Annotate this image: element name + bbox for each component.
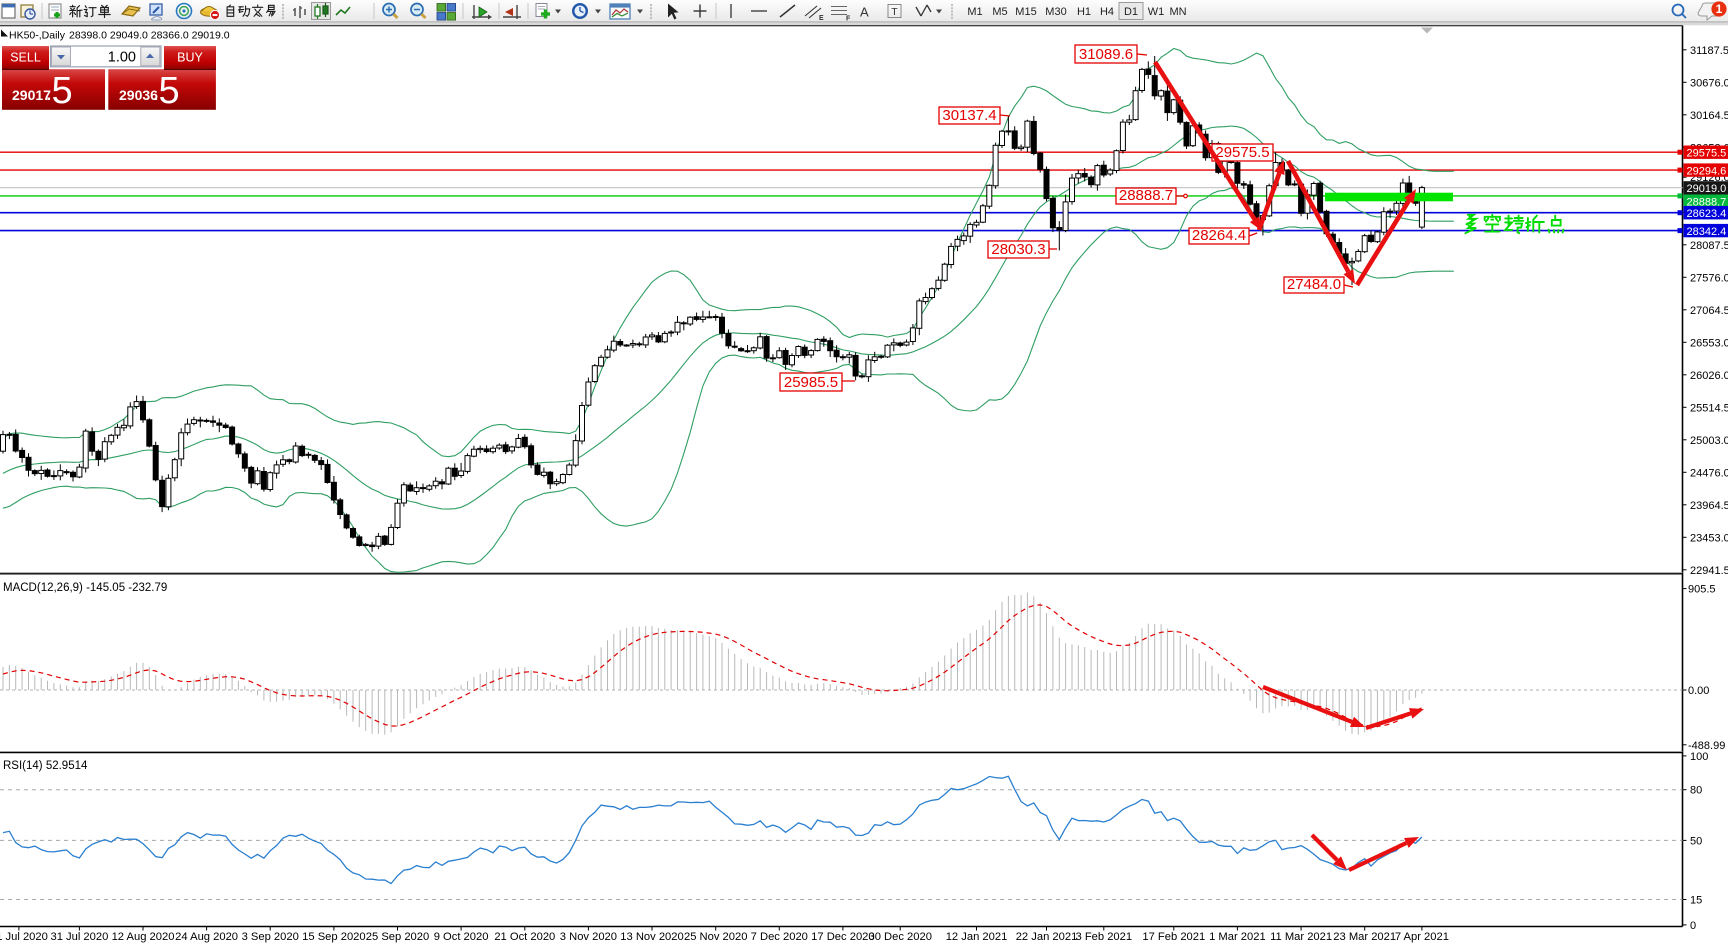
- svg-text:26026.0: 26026.0: [1690, 370, 1728, 382]
- svg-text:28342.4: 28342.4: [1687, 226, 1727, 238]
- svg-text:1.00: 1.00: [108, 50, 136, 66]
- svg-text:MN: MN: [1169, 6, 1186, 18]
- svg-text:11 Mar 2021: 11 Mar 2021: [1270, 931, 1332, 943]
- svg-text:30137.4: 30137.4: [942, 107, 996, 124]
- svg-text:21 Oct 2020: 21 Oct 2020: [494, 931, 555, 943]
- svg-text:29017: 29017: [12, 87, 51, 103]
- svg-text:25 Nov 2020: 25 Nov 2020: [684, 931, 747, 943]
- svg-text:.: .: [47, 85, 52, 104]
- svg-text:3 Sep 2020: 3 Sep 2020: [242, 931, 299, 943]
- svg-text:15 Sep 2020: 15 Sep 2020: [302, 931, 365, 943]
- svg-text:29575.5: 29575.5: [1215, 144, 1269, 161]
- svg-text:D1: D1: [1124, 6, 1138, 18]
- svg-text:5: 5: [52, 70, 73, 112]
- svg-text:T: T: [891, 6, 898, 18]
- svg-text:29294.6: 29294.6: [1687, 165, 1727, 177]
- svg-text:12 Aug 2020: 12 Aug 2020: [112, 931, 175, 943]
- svg-text:30 Dec 2020: 30 Dec 2020: [868, 931, 931, 943]
- svg-text:905.5: 905.5: [1688, 584, 1716, 596]
- svg-text:30676.0: 30676.0: [1690, 77, 1728, 89]
- svg-text:27484.0: 27484.0: [1287, 276, 1341, 293]
- svg-text:-488.99: -488.99: [1688, 740, 1725, 752]
- svg-text:M5: M5: [992, 6, 1007, 18]
- svg-text:28264.4: 28264.4: [1192, 227, 1246, 244]
- svg-text:HK50-,Daily: HK50-,Daily: [9, 30, 66, 42]
- svg-text:28030.3: 28030.3: [991, 241, 1045, 258]
- svg-text:21 Jul 2020: 21 Jul 2020: [0, 931, 48, 943]
- svg-text:0: 0: [1690, 920, 1696, 932]
- svg-text:24476.0: 24476.0: [1690, 467, 1728, 479]
- svg-text:12 Jan 2021: 12 Jan 2021: [946, 931, 1008, 943]
- svg-text:27576.0: 27576.0: [1690, 272, 1728, 284]
- svg-text:31 Jul 2020: 31 Jul 2020: [50, 931, 108, 943]
- svg-text:7 Dec 2020: 7 Dec 2020: [751, 931, 808, 943]
- svg-text:0.00: 0.00: [1688, 685, 1709, 697]
- svg-text:28888.7: 28888.7: [1119, 187, 1173, 204]
- svg-text:27064.5: 27064.5: [1690, 305, 1728, 317]
- svg-text:15: 15: [1690, 895, 1702, 907]
- svg-text:3 Nov 2020: 3 Nov 2020: [560, 931, 617, 943]
- svg-text:17 Dec 2020: 17 Dec 2020: [811, 931, 874, 943]
- svg-text:W1: W1: [1148, 6, 1165, 18]
- svg-text:23 Mar 2021: 23 Mar 2021: [1333, 931, 1396, 943]
- svg-text:.: .: [154, 85, 159, 104]
- svg-text:M1: M1: [967, 6, 982, 18]
- svg-text:29575.5: 29575.5: [1687, 147, 1727, 159]
- svg-text:28623.4: 28623.4: [1687, 208, 1727, 220]
- svg-text:100: 100: [1690, 751, 1708, 763]
- svg-text:BUY: BUY: [177, 51, 203, 65]
- svg-text:28888.7: 28888.7: [1687, 196, 1727, 208]
- svg-text:25514.5: 25514.5: [1690, 402, 1728, 414]
- svg-text:25003.0: 25003.0: [1690, 435, 1728, 447]
- svg-text:31089.6: 31089.6: [1079, 46, 1133, 63]
- svg-text:23453.0: 23453.0: [1690, 532, 1728, 544]
- svg-text:26553.0: 26553.0: [1690, 337, 1728, 349]
- svg-text:7 Apr 2021: 7 Apr 2021: [1395, 931, 1449, 943]
- svg-text:28398.0 29049.0 28366.0 29019.: 28398.0 29049.0 28366.0 29019.0: [69, 30, 230, 42]
- svg-text:17 Feb 2021: 17 Feb 2021: [1142, 931, 1205, 943]
- svg-text:3 Feb 2021: 3 Feb 2021: [1075, 931, 1132, 943]
- svg-text:30164.5: 30164.5: [1690, 110, 1728, 122]
- svg-text:H1: H1: [1077, 6, 1091, 18]
- svg-text:13 Nov 2020: 13 Nov 2020: [620, 931, 683, 943]
- svg-text:A: A: [860, 5, 869, 20]
- svg-text:24 Aug 2020: 24 Aug 2020: [175, 931, 238, 943]
- svg-text:22 Jan 2021: 22 Jan 2021: [1016, 931, 1078, 943]
- svg-text:M30: M30: [1045, 6, 1066, 18]
- svg-text:22941.5: 22941.5: [1690, 565, 1728, 577]
- svg-text:50: 50: [1690, 835, 1702, 847]
- svg-text:F: F: [846, 16, 851, 23]
- svg-text:80: 80: [1690, 785, 1702, 797]
- svg-text:25985.5: 25985.5: [784, 374, 838, 391]
- svg-text:E: E: [819, 15, 824, 22]
- svg-text:SELL: SELL: [10, 51, 41, 65]
- svg-text:1: 1: [1716, 2, 1723, 16]
- svg-text:9 Oct 2020: 9 Oct 2020: [434, 931, 489, 943]
- svg-text:5: 5: [159, 70, 180, 112]
- svg-text:RSI(14) 52.9514: RSI(14) 52.9514: [3, 760, 88, 772]
- svg-text:M15: M15: [1015, 6, 1036, 18]
- svg-text:25 Sep 2020: 25 Sep 2020: [366, 931, 429, 943]
- svg-text:MACD(12,26,9) -145.05 -232.79: MACD(12,26,9) -145.05 -232.79: [3, 582, 167, 594]
- svg-text:H4: H4: [1100, 6, 1114, 18]
- svg-text:23964.5: 23964.5: [1690, 500, 1728, 512]
- svg-text:28087.5: 28087.5: [1690, 240, 1728, 252]
- svg-text:29019.0: 29019.0: [1687, 183, 1727, 195]
- svg-text:29036: 29036: [119, 87, 158, 103]
- svg-text:31187.5: 31187.5: [1690, 45, 1728, 57]
- svg-text:1 Mar 2021: 1 Mar 2021: [1209, 931, 1266, 943]
